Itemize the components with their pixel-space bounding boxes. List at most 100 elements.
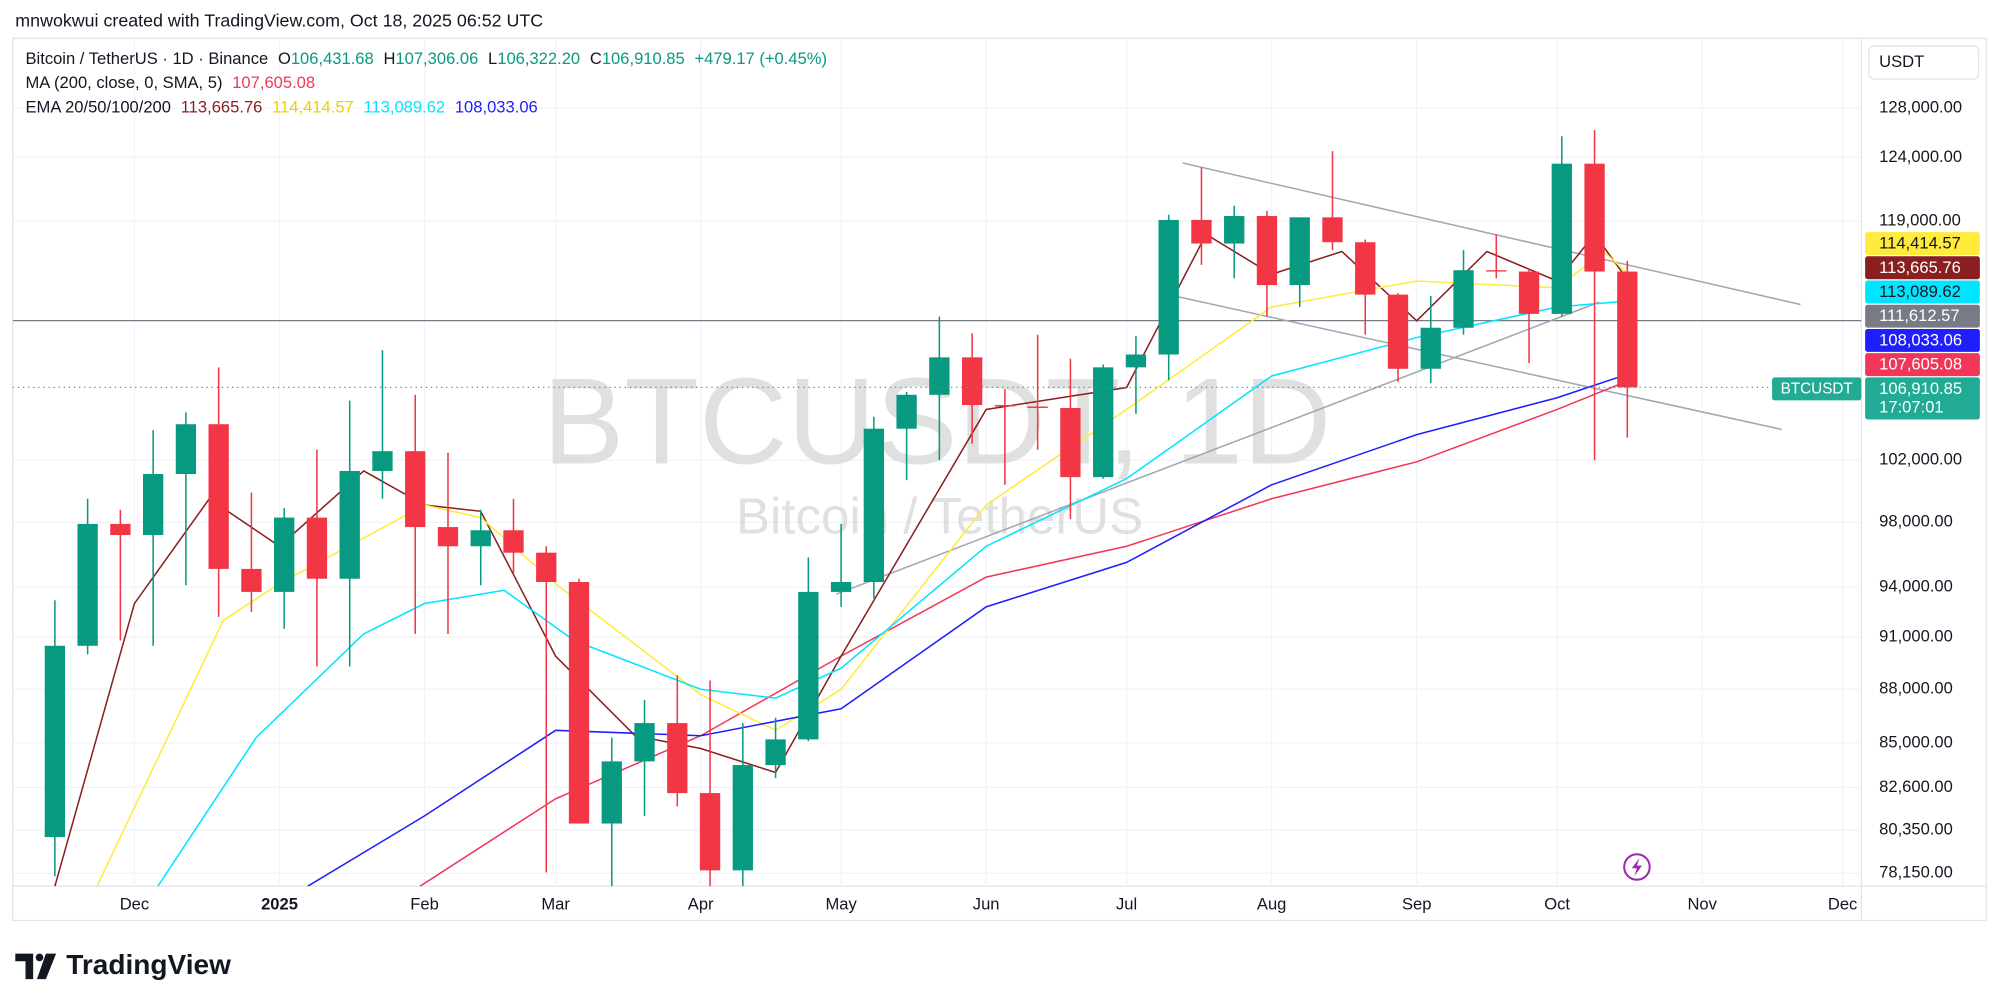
candle-body bbox=[1355, 242, 1376, 295]
y-tick-label: 124,000.00 bbox=[1879, 147, 1962, 166]
candle-body bbox=[896, 394, 917, 429]
ma-name: MA (200, close, 0, SMA, 5) bbox=[25, 74, 222, 93]
symbol-tag: BTCUSDT bbox=[1781, 381, 1853, 398]
candle-body bbox=[1125, 354, 1147, 368]
price-label-box bbox=[1865, 304, 1980, 328]
close-label: 106,910.85 bbox=[1879, 379, 1962, 398]
change: +479.17 (+0.45%) bbox=[694, 49, 827, 68]
candle-body bbox=[1093, 367, 1114, 478]
x-tick-label: Jun bbox=[973, 895, 1000, 914]
legend: Bitcoin / TetherUS · 1D · Binance O106,4… bbox=[25, 49, 827, 116]
price-label-box bbox=[1865, 256, 1980, 280]
ema-value: 108,033.06 bbox=[455, 98, 538, 117]
candle-body bbox=[1617, 271, 1638, 388]
candle-body bbox=[1027, 406, 1048, 408]
y-tick-label: 85,000.00 bbox=[1879, 732, 1953, 751]
x-tick-label: Aug bbox=[1257, 895, 1286, 914]
trend-line bbox=[836, 301, 1600, 595]
candle-body bbox=[44, 645, 66, 838]
candle-body bbox=[1453, 270, 1474, 328]
candle-body bbox=[536, 552, 557, 583]
close-label-box bbox=[1865, 377, 1980, 420]
candle-body bbox=[961, 357, 983, 406]
candle-body bbox=[994, 405, 1016, 407]
currency[interactable]: USDT bbox=[1879, 52, 1924, 71]
price-label-box bbox=[1865, 232, 1980, 256]
ohlc-label: L bbox=[488, 49, 497, 68]
candle-body bbox=[110, 523, 131, 536]
ohlc-value: 106,322.20 bbox=[497, 49, 580, 68]
candle-body bbox=[208, 424, 229, 569]
candle-body bbox=[1584, 163, 1605, 272]
candle-body bbox=[142, 474, 164, 536]
x-tick-label: May bbox=[825, 895, 857, 914]
x-tick-label: Dec bbox=[120, 895, 149, 914]
candle-body bbox=[765, 739, 786, 766]
ema-value: 113,089.62 bbox=[363, 98, 445, 117]
candle-body bbox=[1256, 216, 1278, 286]
legend-row: EMA 20/50/100/200 113,665.76 114,414.57 … bbox=[25, 98, 537, 117]
frame bbox=[12, 37, 1987, 922]
candle-body bbox=[830, 582, 852, 592]
candle-body bbox=[339, 470, 360, 579]
x-tick-label: Feb bbox=[410, 895, 439, 914]
price-label: 108,033.06 bbox=[1879, 330, 1962, 349]
credit: mnwokwui created with TradingView.com, O… bbox=[15, 10, 543, 30]
ema-value: 113,665.76 bbox=[181, 98, 263, 117]
ohlc-value: 106,910.85 bbox=[602, 49, 685, 68]
price-label: 111,612.57 bbox=[1879, 306, 1959, 325]
x-tick-label: Sep bbox=[1402, 895, 1431, 914]
candle-body bbox=[929, 357, 950, 395]
y-tick-label: 94,000.00 bbox=[1879, 576, 1953, 595]
candle-body bbox=[470, 530, 491, 547]
candle-body bbox=[1518, 271, 1540, 314]
currency-button[interactable] bbox=[1868, 45, 1980, 80]
y-tick-label: 128,000.00 bbox=[1879, 98, 1962, 117]
plot bbox=[12, 130, 1862, 887]
candle-body bbox=[437, 527, 459, 547]
candle-body bbox=[863, 428, 885, 583]
x-tick-label: Dec bbox=[1828, 895, 1857, 914]
candle-body bbox=[1158, 219, 1179, 355]
y-tick-label: 82,600.00 bbox=[1879, 777, 1953, 796]
candle-body bbox=[1191, 219, 1212, 244]
ohlc-value: 106,431.68 bbox=[291, 49, 374, 68]
legend-row: Bitcoin / TetherUS · 1D · Binance O106,4… bbox=[25, 49, 827, 68]
y-tick-label: 80,350.00 bbox=[1879, 820, 1953, 839]
candle-body bbox=[798, 591, 819, 740]
watermark-subtitle: Bitcoin / TetherUS bbox=[736, 488, 1143, 545]
candle-body bbox=[77, 523, 98, 646]
x-tick-label: Jul bbox=[1116, 895, 1137, 914]
ma-value: 107,605.08 bbox=[232, 74, 315, 93]
legend-row: MA (200, close, 0, SMA, 5) 107,605.08 bbox=[25, 74, 315, 93]
x-tick-label: 2025 bbox=[261, 895, 298, 914]
candle-body bbox=[732, 765, 753, 871]
indicator-line bbox=[157, 299, 1637, 887]
x-tick-label: Apr bbox=[688, 895, 714, 914]
grid bbox=[12, 38, 1862, 887]
trend-line bbox=[1182, 162, 1801, 306]
candle-body bbox=[1551, 163, 1572, 314]
x-tick-label: Nov bbox=[1687, 895, 1717, 914]
y-tick-label: 119,000.00 bbox=[1879, 211, 1961, 230]
brand-logo bbox=[15, 953, 57, 980]
candle-body bbox=[372, 451, 393, 471]
candle-body bbox=[241, 568, 262, 592]
candle-body bbox=[306, 517, 328, 579]
candle-body bbox=[274, 517, 295, 592]
candle-body bbox=[175, 424, 197, 475]
price-label-box bbox=[1865, 328, 1980, 352]
y-tick-label: 102,000.00 bbox=[1879, 450, 1962, 469]
y-tick-label: 91,000.00 bbox=[1879, 627, 1953, 646]
lightning-icon[interactable] bbox=[1623, 853, 1651, 881]
candle-body bbox=[503, 530, 524, 553]
trend-line bbox=[1177, 296, 1782, 431]
indicator-line bbox=[307, 370, 1637, 887]
ema-name: EMA 20/50/100/200 bbox=[25, 98, 171, 117]
candle-body bbox=[1486, 270, 1507, 272]
ohlc-label: H bbox=[383, 49, 395, 68]
ema-value: 114,414.57 bbox=[272, 98, 354, 117]
symbol-tag-box bbox=[1772, 377, 1862, 401]
